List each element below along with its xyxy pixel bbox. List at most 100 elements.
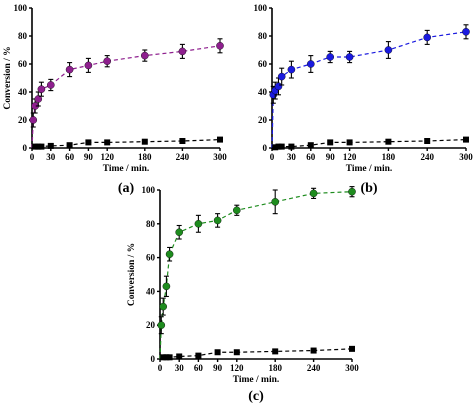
y-tick-label: 40 [258,87,268,97]
panel-label: (b) [360,181,377,196]
data-point [84,61,93,70]
data-point [274,82,283,91]
panel-label: (c) [248,389,264,404]
axis-frame [159,190,352,360]
y-tick-label: 0 [263,143,268,153]
data-point [271,198,280,206]
series-line [31,45,221,149]
data-point [175,228,183,237]
data-point [163,354,170,361]
data-point [166,354,173,361]
data-point [29,116,38,124]
data-point [178,47,187,56]
y-tick-label: 100 [142,185,156,195]
x-tick-label: 30 [287,152,297,162]
data-point [232,206,241,215]
data-point [162,282,171,291]
data-series-2 [31,136,223,150]
data-point [423,33,432,42]
panel-label: (a) [118,181,135,196]
series-line [159,348,353,360]
series-line [271,31,467,149]
data-point [309,189,318,198]
data-point [176,353,183,360]
x-tick-label: 240 [307,363,321,373]
data-point [327,139,334,146]
y-tick-label: 60 [18,59,28,69]
data-point [287,65,296,74]
data-point [424,138,431,144]
y-tick-label: 80 [18,31,28,41]
data-series-1 [269,24,470,149]
data-point [346,139,353,146]
data-point [38,143,45,150]
data-series-2 [271,136,469,151]
data-point [35,143,42,150]
y-tick-label: 0 [151,354,156,364]
data-point [217,136,223,143]
chart-panel-3: 0 20 40 60 80 100 0 30 60 90 120 180 240 300 Time / mi… [127,185,359,404]
data-series-2 [159,345,355,361]
series-line [31,139,221,149]
data-point [278,143,285,150]
data-point [195,352,202,359]
series-line [159,191,353,360]
chart-panel-2: 0 20 40 60 80 100 0 30 60 90 120 180 240 300 Time / mi… [254,3,474,196]
data-point [65,65,74,74]
data-point [85,139,92,146]
y-tick-label: 20 [18,115,28,125]
data-point [140,51,149,60]
x-tick-label: 60 [306,152,316,162]
data-point [194,219,203,228]
x-tick-label: 0 [158,363,163,373]
x-tick-label: 0 [30,152,35,162]
x-tick-label: 60 [194,363,204,373]
x-tick-label: 90 [326,152,336,162]
data-point [385,138,392,145]
data-point [348,187,356,196]
y-tick-label: 80 [258,31,268,41]
y-tick-label: 80 [146,219,156,229]
data-point [157,321,166,330]
data-series-1 [157,186,356,360]
data-point [272,144,279,151]
data-point [288,143,295,150]
data-point [463,136,469,143]
x-tick-label: 180 [382,152,396,162]
y-axis-label: Conversion / % [3,46,13,109]
data-point [275,143,282,150]
data-point [384,46,393,54]
x-tick-label: 240 [420,152,434,162]
data-point [104,139,111,146]
chart-panel-1: 0 20 40 60 80 100 0 30 60 90 120 180 240 300 Time / mi… [3,3,227,196]
data-point [103,57,111,66]
y-tick-label: 40 [146,286,156,296]
x-tick-label: 120 [100,152,114,162]
data-point [272,348,279,355]
data-point [349,345,355,352]
x-tick-label: 30 [175,363,185,373]
x-tick-label: 120 [230,363,244,373]
x-axis-label: Time / min. [233,375,280,385]
data-point [160,354,167,361]
data-point [47,142,54,149]
y-tick-label: 60 [258,59,268,69]
y-tick-label: 0 [23,143,28,153]
data-point [66,142,73,149]
data-point [32,143,39,150]
y-tick-label: 20 [146,320,156,330]
y-axis-label: Conversion / % [127,243,137,306]
axis-frame [271,8,466,149]
x-tick-label: 60 [65,152,75,162]
x-tick-label: 90 [213,363,223,373]
data-point [141,138,148,145]
data-point [307,142,314,149]
y-tick-label: 100 [254,3,268,13]
x-tick-label: 300 [459,152,473,162]
data-series-1 [29,38,224,149]
data-point [233,349,240,356]
x-tick-label: 30 [46,152,56,162]
data-point [310,347,317,354]
x-tick-label: 0 [270,152,275,162]
